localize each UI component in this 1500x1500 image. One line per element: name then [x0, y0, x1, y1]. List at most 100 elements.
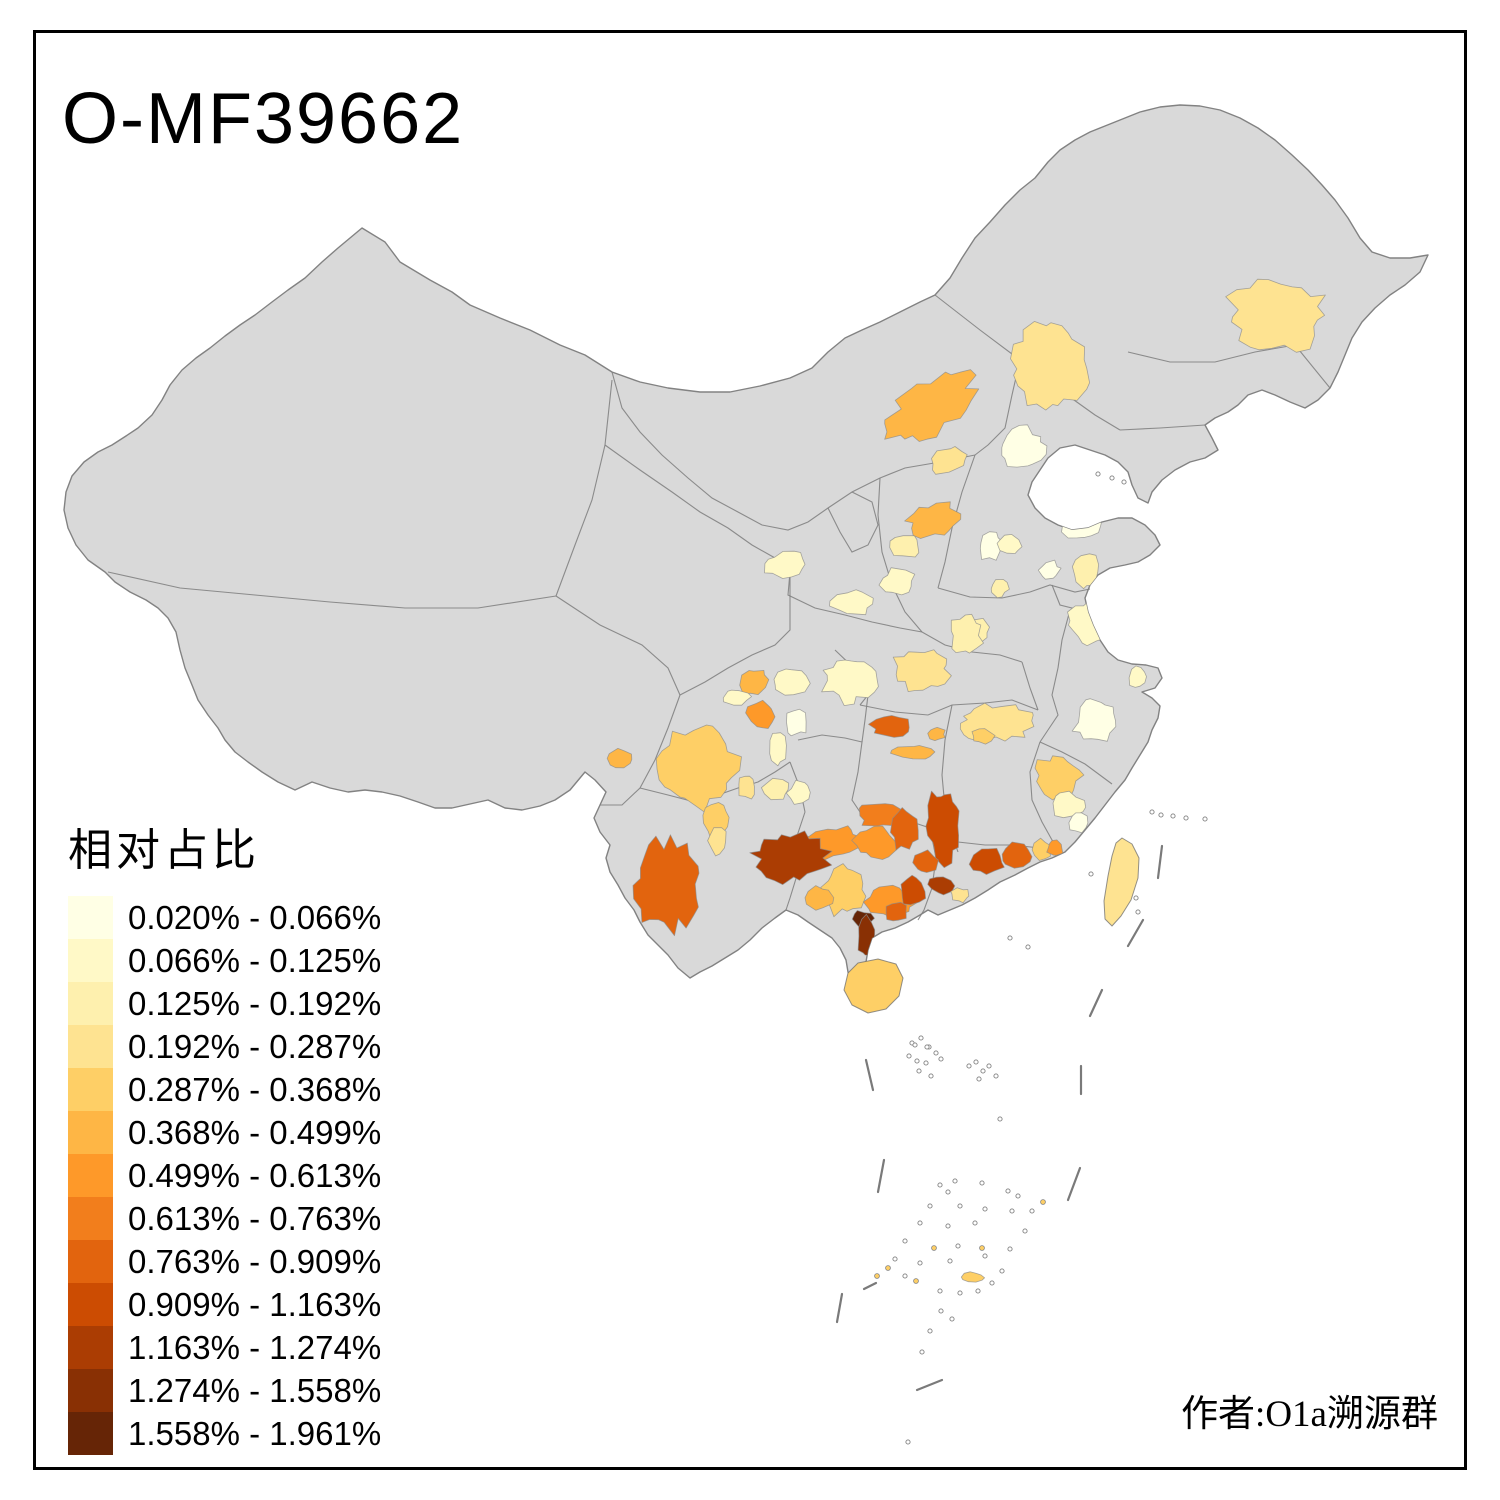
boundary-dash-line [1126, 918, 1145, 948]
map-region [785, 779, 811, 805]
legend-swatch [68, 896, 113, 939]
map-region [1128, 665, 1147, 688]
islet-dot [938, 1056, 944, 1062]
map-region [950, 613, 984, 654]
legend-swatch [68, 1154, 113, 1197]
islet-dot [919, 1349, 925, 1355]
islet-dot [928, 1073, 934, 1079]
islet-dot [945, 1223, 951, 1229]
province-border-line [604, 444, 791, 573]
legend-swatch [68, 1326, 113, 1369]
islet-dot [952, 1178, 958, 1184]
islet-dot [1029, 1208, 1035, 1214]
islet-dot [927, 1203, 933, 1209]
map-region [1046, 839, 1064, 856]
islet-dot [924, 1044, 930, 1050]
legend-range-label: 0.192% - 0.287% [128, 1027, 382, 1065]
colored-islet-dot [1040, 1199, 1046, 1205]
islet-dot [955, 1243, 961, 1249]
legend-range-label: 1.163% - 1.274% [128, 1328, 382, 1366]
islet-dot [933, 1050, 939, 1056]
province-border-line [1039, 741, 1113, 785]
map-region [769, 732, 787, 767]
map-region [1001, 841, 1033, 869]
map-region [1031, 837, 1051, 861]
map-region [761, 777, 790, 801]
map-region [890, 807, 919, 851]
islet-dot [937, 1288, 943, 1294]
islet-dot [997, 1116, 1003, 1122]
islet-dot [917, 1260, 923, 1266]
map-region [971, 728, 996, 745]
islet-dots [874, 471, 1208, 1445]
islet-dot [1158, 812, 1164, 818]
map-region [979, 531, 1005, 561]
legend-range-label: 1.274% - 1.558% [128, 1371, 382, 1409]
map-region [1071, 698, 1117, 742]
map-region [764, 550, 806, 579]
islet-dot [1022, 1228, 1028, 1234]
islet-dot [975, 1288, 981, 1294]
islet-dot [976, 1076, 982, 1082]
legend-item: 0.020% - 0.066% [68, 896, 381, 939]
boundary-dash-line [1066, 1166, 1082, 1202]
legend-swatch [68, 939, 113, 982]
islet-dot [966, 1063, 972, 1069]
islet-dot [1007, 935, 1013, 941]
province-border-line [679, 572, 791, 696]
islet-dot [917, 1220, 923, 1226]
islet-dot [949, 1316, 955, 1322]
colored-islet-dot [885, 1265, 891, 1271]
islet-dot [1025, 944, 1031, 950]
province-border-line [859, 699, 1039, 716]
map-region [996, 534, 1023, 554]
island-regions [843, 837, 1140, 1283]
legend-item: 1.558% - 1.961% [68, 1412, 381, 1455]
map-region [931, 446, 968, 475]
map-region [722, 689, 752, 706]
legend-swatch [68, 1412, 113, 1455]
legend-swatch [68, 1068, 113, 1111]
islet-dot [1135, 909, 1141, 915]
map-region [904, 501, 962, 539]
legend-swatch [68, 1369, 113, 1412]
map-region [632, 834, 700, 937]
map-region [960, 1271, 985, 1283]
islet-dot [905, 1439, 911, 1445]
province-border-line [1119, 424, 1206, 431]
islet-dot [1183, 815, 1189, 821]
map-region [745, 699, 776, 729]
sea-boundary-dashes [835, 844, 1164, 1392]
province-border-line [974, 359, 1021, 456]
map-region [829, 589, 874, 616]
legend-item: 0.125% - 0.192% [68, 982, 381, 1025]
map-region [878, 567, 916, 596]
province-border-line [787, 571, 923, 633]
islet-dot [1095, 471, 1101, 477]
map-region [606, 748, 633, 769]
legend-swatch [68, 1197, 113, 1240]
legend-range-label: 0.125% - 0.192% [128, 984, 382, 1022]
boundary-dash-line [864, 1058, 875, 1092]
islet-dot [993, 1073, 999, 1079]
map-region [889, 535, 920, 558]
islet-dot [972, 1220, 978, 1226]
islet-dot [927, 1328, 933, 1334]
legend-item: 0.499% - 0.613% [68, 1154, 381, 1197]
islet-dot [1088, 871, 1094, 877]
province-border-line [1021, 661, 1039, 711]
province-border-line [827, 491, 879, 553]
legend-items: 0.020% - 0.066% 0.066% - 0.125% 0.125% - 0… [68, 896, 381, 1455]
attribution-text: 作者:O1a溯源群 [1181, 1394, 1438, 1435]
islet-dot [938, 1308, 944, 1314]
legend-item: 0.287% - 0.368% [68, 1068, 381, 1111]
islet-dot [914, 1058, 920, 1064]
islet-dot [957, 1203, 963, 1209]
islet-dot [1015, 1193, 1021, 1199]
legend-item: 0.066% - 0.125% [68, 939, 381, 982]
province-borders [107, 294, 1331, 921]
islet-dot [989, 1280, 995, 1286]
islet-dot [979, 1180, 985, 1186]
boundary-dash-line [862, 1281, 878, 1291]
